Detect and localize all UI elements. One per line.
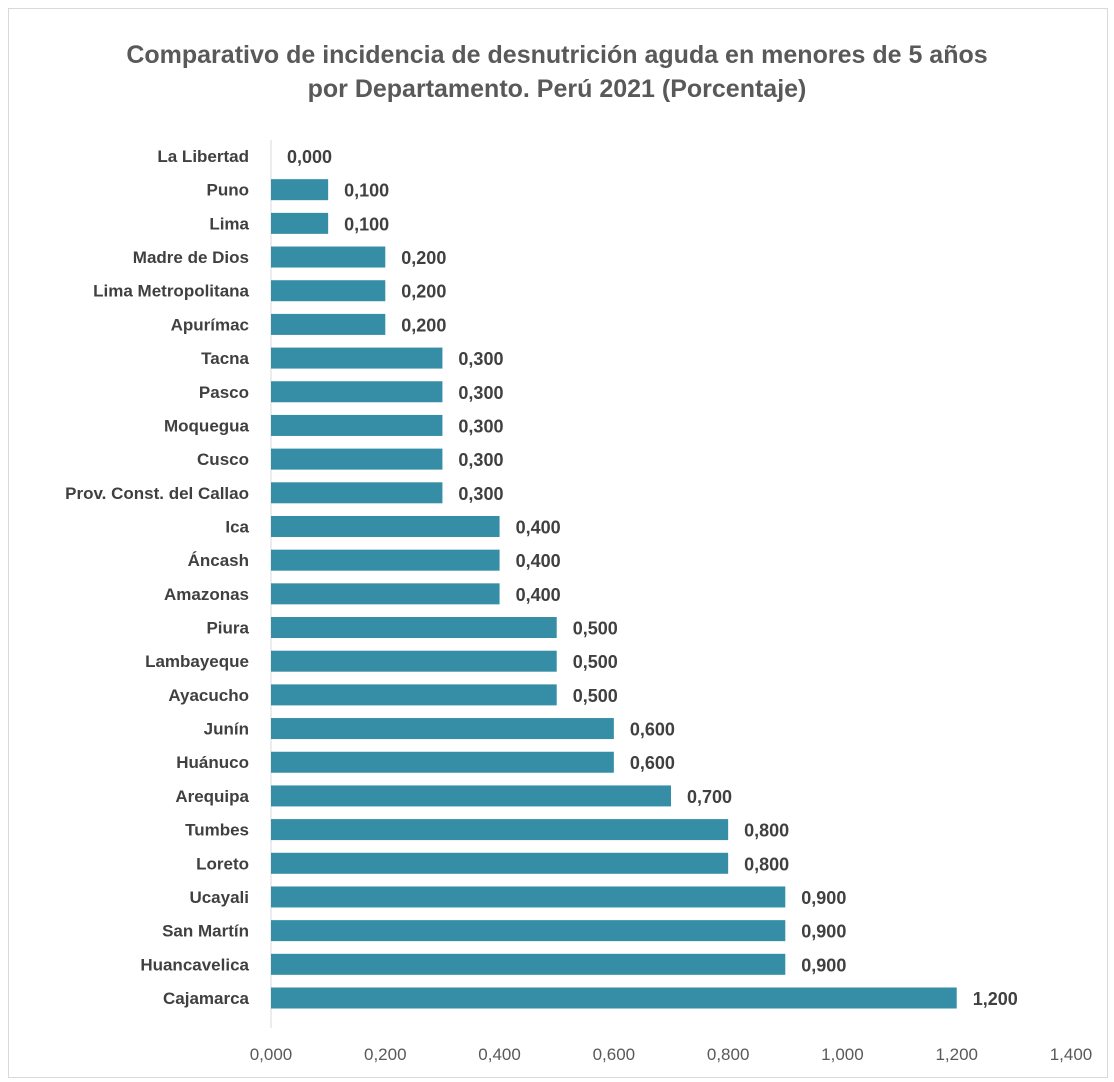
value-label-4: 0,200 — [401, 282, 446, 302]
bar-7 — [271, 381, 443, 403]
bar-23 — [271, 920, 786, 942]
bar-15 — [271, 650, 557, 672]
bar-16 — [271, 684, 557, 706]
category-label-11: Ica — [225, 517, 249, 536]
value-label-14: 0,500 — [573, 619, 618, 639]
value-label-13: 0,400 — [516, 585, 561, 605]
category-label-21: Loreto — [196, 854, 249, 873]
category-label-19: Arequipa — [175, 787, 249, 806]
chart-title-line-1: Comparativo de incidencia de desnutrició… — [126, 41, 988, 69]
value-label-3: 0,200 — [401, 248, 446, 268]
category-label-8: Moquegua — [164, 416, 250, 435]
bar-22 — [271, 886, 786, 908]
bar-18 — [271, 751, 614, 773]
category-label-24: Huancavelica — [140, 955, 249, 974]
category-label-4: Lima Metropolitana — [93, 282, 249, 301]
category-label-10: Prov. Const. del Callao — [65, 484, 249, 503]
bar-2 — [271, 212, 329, 234]
bar-11 — [271, 515, 500, 537]
value-label-16: 0,500 — [573, 686, 618, 706]
x-tick-label-3: 0,600 — [593, 1045, 636, 1064]
category-label-14: Piura — [206, 619, 249, 638]
value-label-17: 0,600 — [630, 720, 675, 740]
bar-8 — [271, 414, 443, 436]
bar-6 — [271, 347, 443, 369]
bar-5 — [271, 313, 386, 335]
category-label-3: Madre de Dios — [133, 248, 249, 267]
bar-13 — [271, 583, 500, 605]
x-tick-label-1: 0,200 — [364, 1045, 407, 1064]
value-label-5: 0,200 — [401, 315, 446, 335]
chart-title-line-2: por Departamento. Perú 2021 (Porcentaje) — [307, 75, 807, 103]
value-label-22: 0,900 — [801, 888, 846, 908]
value-label-18: 0,600 — [630, 753, 675, 773]
category-label-16: Ayacucho — [168, 686, 249, 705]
bar-3 — [271, 246, 386, 268]
bar-24 — [271, 953, 786, 975]
category-label-17: Junín — [204, 720, 249, 739]
value-label-24: 0,900 — [801, 955, 846, 975]
category-label-18: Huánuco — [176, 753, 249, 772]
x-tick-label-7: 1,400 — [1050, 1045, 1093, 1064]
bar-19 — [271, 785, 671, 807]
x-tick-label-5: 1,000 — [821, 1045, 864, 1064]
value-label-25: 1,200 — [973, 989, 1018, 1009]
value-label-23: 0,900 — [801, 922, 846, 942]
value-label-8: 0,300 — [458, 416, 503, 436]
x-tick-label-0: 0,000 — [250, 1045, 293, 1064]
x-tick-label-4: 0,800 — [707, 1045, 750, 1064]
bar-1 — [271, 179, 329, 201]
category-label-25: Cajamarca — [163, 989, 250, 1008]
bar-14 — [271, 617, 557, 639]
bar-10 — [271, 482, 443, 504]
value-label-10: 0,300 — [458, 484, 503, 504]
bar-9 — [271, 448, 443, 470]
value-label-6: 0,300 — [458, 349, 503, 369]
category-label-6: Tacna — [201, 349, 249, 368]
value-label-2: 0,100 — [344, 214, 389, 234]
category-label-1: Puno — [207, 181, 250, 200]
category-label-20: Tumbes — [185, 821, 249, 840]
x-tick-label-2: 0,400 — [478, 1045, 521, 1064]
value-label-19: 0,700 — [687, 787, 732, 807]
category-label-5: Apurímac — [171, 315, 249, 334]
category-label-12: Áncash — [188, 551, 249, 570]
category-label-22: Ucayali — [189, 888, 249, 907]
value-label-20: 0,800 — [744, 821, 789, 841]
category-label-13: Amazonas — [164, 585, 249, 604]
value-label-11: 0,400 — [516, 517, 561, 537]
value-label-1: 0,100 — [344, 181, 389, 201]
category-label-0: La Libertad — [157, 147, 249, 166]
category-label-15: Lambayeque — [145, 652, 249, 671]
value-label-0: 0,000 — [287, 147, 332, 167]
bar-21 — [271, 852, 729, 874]
value-label-15: 0,500 — [573, 652, 618, 672]
value-label-12: 0,400 — [516, 551, 561, 571]
category-label-9: Cusco — [197, 450, 249, 469]
category-label-2: Lima — [209, 214, 249, 233]
bar-17 — [271, 718, 614, 740]
value-label-7: 0,300 — [458, 383, 503, 403]
category-label-7: Pasco — [199, 383, 249, 402]
chart-title: Comparativo de incidencia de desnutrició… — [0, 38, 1114, 106]
bar-25 — [271, 987, 957, 1009]
x-tick-label-6: 1,200 — [935, 1045, 978, 1064]
bar-20 — [271, 819, 729, 841]
category-label-23: San Martín — [162, 922, 249, 941]
value-label-9: 0,300 — [458, 450, 503, 470]
value-label-21: 0,800 — [744, 854, 789, 874]
bar-4 — [271, 280, 386, 302]
bar-12 — [271, 549, 500, 571]
